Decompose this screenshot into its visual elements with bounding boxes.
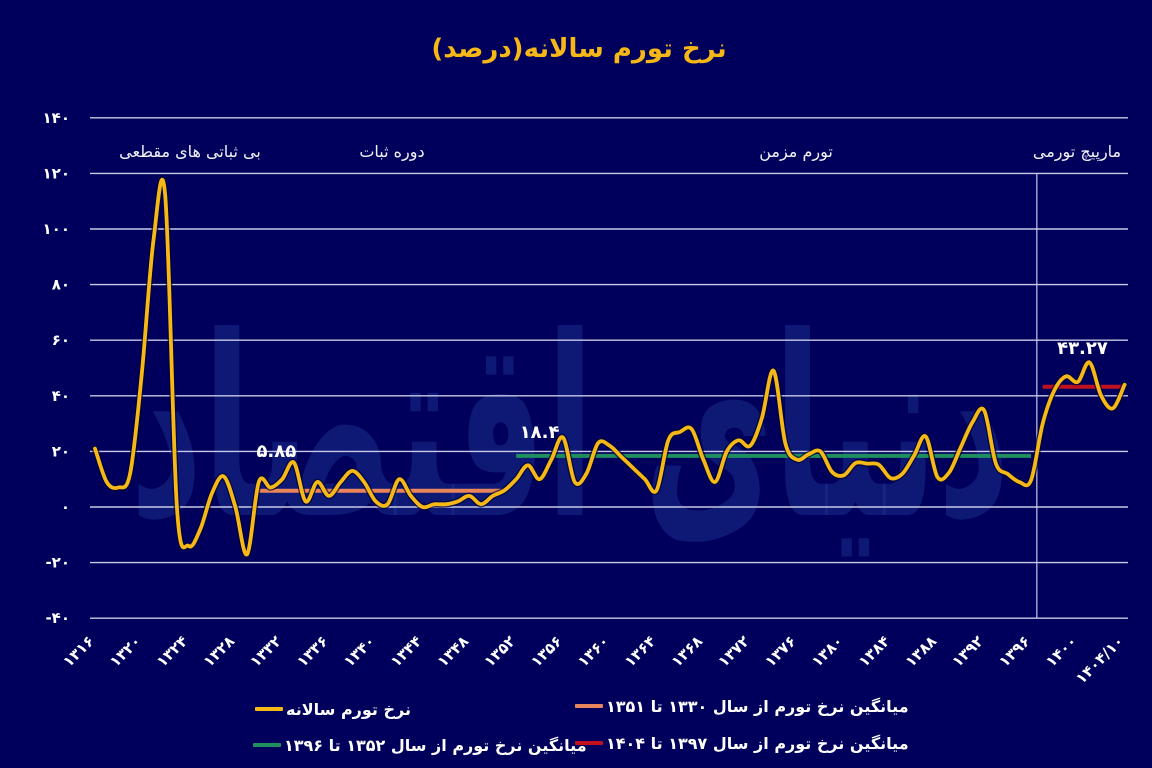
y-axis: ۱۴۰ ۱۲۰ ۱۰۰ ۸۰ ۶۰ ۴۰ ۲۰ ۰ -۲۰ -۴۰ [43, 109, 1128, 627]
average-value-label: ۱۸.۴ [520, 422, 560, 443]
x-tick-label: ۱۳۳۶ [293, 632, 332, 671]
x-tick-label: ۱۴۰۰ [1042, 632, 1081, 671]
y-tick-label: ۸۰ [52, 276, 70, 294]
x-tick-label: ۱۳۷۲ [714, 632, 753, 671]
x-tick-label: ۱۳۶۸ [668, 632, 707, 671]
legend-swatch-green [253, 743, 281, 747]
x-tick-label: ۱۳۶۰ [574, 632, 613, 671]
watermark-logo: دنیای اقتصاد [130, 283, 1010, 574]
legend-item-avg-1397-1404: میانگین نرخ تورم از سال ۱۳۹۷ تا ۱۴۰۴ [575, 731, 909, 755]
legend-item-annual-inflation: نرخ تورم سالانه [255, 697, 411, 721]
y-tick-label: ۰ [61, 498, 70, 516]
x-tick-label: ۱۳۴۰ [340, 632, 379, 671]
x-tick-label: ۱۳۲۰ [106, 632, 145, 671]
period-label-chronic-inflation: تورم مزمن [759, 142, 833, 161]
legend-swatch-yellow [255, 707, 283, 711]
x-tick-label: ۱۳۳۲ [246, 632, 285, 671]
y-tick-label: -۴۰ [45, 609, 70, 627]
legend-swatch-orange [575, 704, 603, 708]
y-tick-label: ۱۴۰ [43, 109, 70, 127]
legend-label: میانگین نرخ تورم از سال ۱۳۹۷ تا ۱۴۰۴ [606, 733, 909, 753]
legend-swatch-red [575, 741, 603, 745]
x-tick-label: ۱۳۸۴ [855, 632, 894, 671]
x-tick-label: ۱۳۴۴ [387, 632, 426, 671]
x-tick-label: ۱۳۹۲ [948, 632, 987, 671]
legend-label: میانگین نرخ تورم از سال ۱۳۵۲ تا ۱۳۹۶ [284, 735, 587, 755]
x-tick-label: ۱۳۹۶ [995, 632, 1034, 671]
legend-label: میانگین نرخ تورم از سال ۱۳۳۰ تا ۱۳۵۱ [606, 696, 909, 716]
x-tick-label: ۱۳۸۰ [808, 632, 847, 671]
x-tick-label: ۱۴۰۴/۱۰ [1072, 632, 1127, 687]
legend-item-avg-1330-1351: میانگین نرخ تورم از سال ۱۳۳۰ تا ۱۳۵۱ [575, 694, 909, 718]
x-tick-label: ۱۳۲۴ [153, 632, 192, 671]
y-tick-label: -۲۰ [45, 554, 70, 572]
x-tick-label: ۱۳۱۶ [59, 632, 98, 671]
period-label-intermittent-instability: بی ثباتی های مقطعی [119, 142, 261, 161]
y-tick-label: ۱۰۰ [43, 220, 70, 238]
x-tick-label: ۱۳۶۴ [621, 632, 660, 671]
chart-title: نرخ تورم سالانه(درصد) [431, 34, 727, 64]
y-tick-label: ۱۲۰ [43, 164, 70, 182]
legend-item-avg-1352-1396: میانگین نرخ تورم از سال ۱۳۵۲ تا ۱۳۹۶ [253, 733, 587, 757]
period-label-inflation-spiral: مارپیچ تورمی [1032, 142, 1122, 161]
x-tick-label: ۱۳۵۶ [527, 632, 566, 671]
average-value-label: ۴۳.۲۷ [1057, 338, 1108, 359]
average-value-label: ۵.۸۵ [256, 441, 296, 462]
x-tick-label: ۱۳۸۸ [902, 632, 941, 671]
x-tick-label: ۱۳۴۸ [434, 632, 473, 671]
period-label-stability: دوره ثبات [359, 142, 425, 161]
x-axis: ۱۳۱۶ ۱۳۲۰ ۱۳۲۴ ۱۳۲۸ ۱۳۳۲ ۱۳۳۶ ۱۳۴۰ ۱۳۴۴ ۱۳۴۸ ۱۳۵۲… [59, 632, 1127, 687]
y-tick-label: ۶۰ [52, 331, 70, 349]
legend-label: نرخ تورم سالانه [286, 699, 411, 719]
x-tick-label: ۱۳۲۸ [200, 632, 239, 671]
x-tick-label: ۱۳۵۲ [480, 632, 519, 671]
y-tick-label: ۴۰ [52, 387, 70, 405]
y-tick-label: ۲۰ [52, 442, 70, 460]
x-tick-label: ۱۳۷۶ [761, 632, 800, 671]
annual-inflation-line [93, 177, 1127, 557]
